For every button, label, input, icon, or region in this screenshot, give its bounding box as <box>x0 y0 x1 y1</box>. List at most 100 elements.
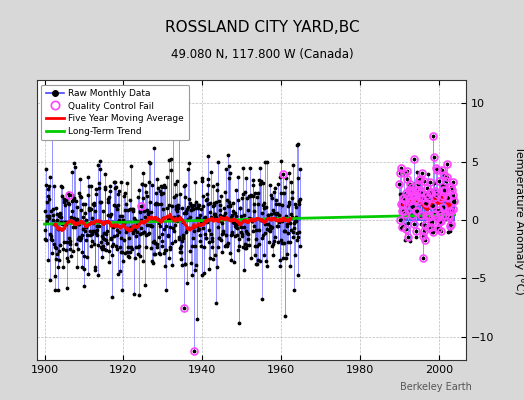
Point <box>204 182 213 188</box>
Point <box>414 213 423 219</box>
Point <box>93 223 102 229</box>
Point <box>427 201 435 207</box>
Point <box>278 239 286 246</box>
Point <box>270 238 278 244</box>
Point <box>402 210 410 216</box>
Point <box>201 235 210 242</box>
Point <box>285 199 293 206</box>
Point <box>212 199 220 206</box>
Point <box>101 186 109 192</box>
Point <box>434 224 443 231</box>
Point <box>172 203 180 209</box>
Point <box>239 244 247 250</box>
Point <box>234 197 242 203</box>
Point <box>67 214 75 220</box>
Point <box>278 218 287 224</box>
Point <box>286 263 294 270</box>
Point <box>165 202 173 209</box>
Point <box>208 238 216 244</box>
Point <box>155 223 163 230</box>
Point <box>140 228 148 235</box>
Point <box>191 199 200 206</box>
Point <box>103 196 112 202</box>
Point <box>399 170 408 177</box>
Point <box>447 184 455 190</box>
Point <box>163 214 172 220</box>
Point <box>419 255 427 262</box>
Point <box>60 196 69 203</box>
Point <box>422 211 431 218</box>
Point <box>167 216 175 222</box>
Point <box>406 181 414 188</box>
Point <box>407 187 416 194</box>
Point <box>422 190 430 196</box>
Point <box>132 233 140 239</box>
Point <box>449 206 457 212</box>
Point <box>140 213 149 220</box>
Point <box>257 217 266 223</box>
Point <box>440 171 448 178</box>
Point <box>129 206 137 213</box>
Point <box>110 178 118 185</box>
Point <box>49 206 58 212</box>
Point <box>153 176 161 182</box>
Point <box>167 167 176 174</box>
Point <box>62 247 70 254</box>
Point <box>72 198 80 204</box>
Point <box>67 219 75 225</box>
Point <box>46 174 54 180</box>
Point <box>232 213 240 220</box>
Point <box>406 188 414 195</box>
Point <box>106 188 114 194</box>
Point <box>142 232 150 238</box>
Point <box>220 213 228 220</box>
Point <box>223 242 232 248</box>
Point <box>108 293 116 300</box>
Point <box>255 227 263 234</box>
Point <box>112 184 121 190</box>
Point <box>120 237 128 244</box>
Point <box>272 210 281 217</box>
Point <box>418 198 426 205</box>
Point <box>412 234 420 241</box>
Point <box>226 250 235 256</box>
Point <box>271 196 280 203</box>
Point <box>194 201 202 208</box>
Point <box>246 164 254 171</box>
Point <box>82 217 90 223</box>
Point <box>46 231 54 238</box>
Point <box>57 214 66 220</box>
Point <box>213 159 222 166</box>
Point <box>103 228 111 234</box>
Point <box>104 212 112 218</box>
Point <box>150 238 158 244</box>
Point <box>280 228 288 234</box>
Point <box>126 223 135 230</box>
Point <box>118 212 127 219</box>
Point <box>179 219 188 225</box>
Point <box>267 243 276 250</box>
Point <box>287 211 296 217</box>
Point <box>213 186 222 193</box>
Point <box>449 191 457 198</box>
Point <box>173 218 181 224</box>
Point <box>81 228 90 234</box>
Point <box>399 195 408 201</box>
Point <box>249 193 258 200</box>
Point <box>117 287 126 293</box>
Point <box>225 175 233 181</box>
Point <box>152 244 161 250</box>
Point <box>80 266 88 272</box>
Point <box>89 220 97 227</box>
Point <box>112 226 121 233</box>
Point <box>90 228 99 235</box>
Point <box>105 183 114 190</box>
Point <box>272 201 280 208</box>
Point <box>447 199 456 205</box>
Point <box>239 212 248 218</box>
Point <box>409 188 418 194</box>
Point <box>206 231 215 238</box>
Point <box>160 182 169 188</box>
Point <box>251 252 259 258</box>
Point <box>252 226 260 233</box>
